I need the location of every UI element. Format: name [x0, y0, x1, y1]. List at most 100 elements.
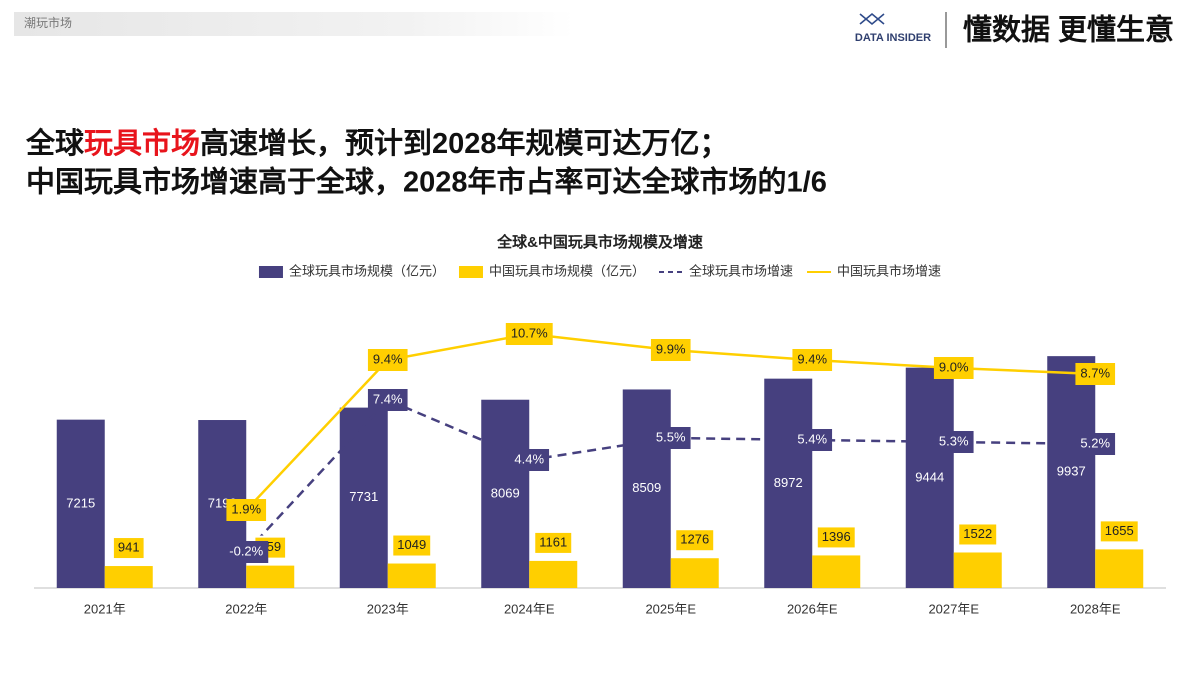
- line-value-badge: 5.4%: [792, 429, 833, 451]
- bar: [1047, 356, 1096, 588]
- section-label: 潮玩市场: [24, 15, 72, 30]
- bar-value-label: 8972: [774, 475, 803, 490]
- line-value-badge: 10.7%: [505, 323, 553, 345]
- line-value-badge: 4.4%: [509, 449, 550, 471]
- line-value-badge: 7.4%: [367, 389, 408, 411]
- line-value-badge: 5.3%: [933, 431, 974, 453]
- label-box: [650, 339, 691, 361]
- bar-value-label: 9444: [915, 469, 944, 484]
- legend-label: 中国玩具市场增速: [837, 263, 941, 278]
- legend-label: 全球玩具市场规模（亿元）: [289, 263, 445, 278]
- legend-label: 中国玩具市场规模（亿元）: [489, 263, 645, 278]
- x-tick-label: 2027年E: [928, 601, 979, 616]
- bar: [246, 565, 295, 588]
- bar: [622, 389, 671, 588]
- line-value-label: -0.2%: [229, 543, 263, 558]
- legend: 全球玩具市场规模（亿元） 中国玩具市场规模（亿元） 全球玩具市场增速 中国玩具市场增速: [258, 263, 941, 278]
- headline-line2: 中国玩具市场增速高于全球，2028年市占率可达全球市场的1/6: [26, 165, 827, 199]
- bar: [905, 367, 954, 588]
- line-value-badge: 9.9%: [650, 339, 691, 361]
- bar-value-badge: 1049: [391, 533, 433, 558]
- x-tick-label: 2025年E: [645, 601, 696, 616]
- line-value-label: 8.7%: [1080, 365, 1110, 380]
- bar-value-label: 9937: [1057, 464, 1086, 479]
- bar: [481, 399, 530, 588]
- line-value-label: 9.4%: [373, 351, 403, 366]
- label-box: [815, 525, 857, 550]
- bar: [529, 560, 578, 588]
- bar: [812, 555, 861, 588]
- bar-value-label: 8069: [491, 485, 520, 500]
- bar-value-label: 1276: [680, 532, 709, 547]
- bar-value-label: 8509: [632, 480, 661, 495]
- line-value-label: 5.3%: [939, 433, 969, 448]
- label-box: [933, 357, 974, 379]
- line-value-badge: -0.2%: [224, 541, 269, 563]
- slogan: 懂数据 更懂生意: [963, 13, 1174, 47]
- line-value-badge: 9.4%: [792, 349, 833, 371]
- label-box: [792, 429, 833, 451]
- headline-highlight: 玩具市场: [84, 126, 200, 160]
- label-box: [509, 449, 550, 471]
- label-box: [391, 533, 433, 558]
- line-value-badge: 9.0%: [933, 357, 974, 379]
- bar-value-badge: 1655: [1098, 519, 1140, 544]
- brand-name: DATA INSIDER: [855, 32, 931, 44]
- label-box: [1075, 363, 1116, 385]
- bar-value-label: 1396: [822, 529, 851, 544]
- label-box: [224, 541, 269, 563]
- bar-value-label: 1522: [963, 526, 992, 541]
- bar: [104, 566, 153, 588]
- label-box: [367, 389, 408, 411]
- x-tick-label: 2028年E: [1070, 601, 1121, 616]
- label-box: [933, 431, 974, 453]
- bar-value-label: 1655: [1105, 523, 1134, 538]
- bar-value-badge: 1396: [815, 525, 857, 550]
- line-value-label: 5.4%: [797, 431, 827, 446]
- label-box: [505, 323, 553, 345]
- bar: [764, 378, 813, 588]
- bar-value-label: 941: [118, 539, 140, 554]
- line-value-label: 5.2%: [1080, 435, 1110, 450]
- label-box: [650, 427, 691, 449]
- label-box: [367, 349, 408, 371]
- label-box: [674, 528, 716, 553]
- line-value-label: 4.4%: [514, 451, 544, 466]
- bar-value-badge: 941: [111, 536, 146, 561]
- headline-line1: 全球玩具市场高速增长，预计到2028年规模可达万亿；: [25, 126, 729, 160]
- bar: [387, 563, 436, 588]
- label-box: [533, 530, 574, 555]
- label-box: [957, 522, 999, 547]
- bar: [670, 558, 719, 588]
- legend-label: 全球玩具市场增速: [689, 263, 793, 278]
- bar: [56, 419, 105, 588]
- line-value-badge: 5.2%: [1075, 433, 1116, 455]
- x-tick-label: 2021年: [84, 601, 126, 616]
- headline-part: 高速增长，预计到2028年规模可达万亿；: [200, 126, 729, 160]
- line-value-badge: 1.9%: [226, 499, 267, 521]
- line-value-badge: 9.4%: [367, 349, 408, 371]
- label-box: [1075, 433, 1116, 455]
- bar-value-badge: 1522: [957, 522, 999, 547]
- label-box: [111, 536, 146, 561]
- brand-logo: [859, 12, 885, 26]
- bar-value-label: 1161: [539, 534, 567, 549]
- legend-swatch: [458, 266, 483, 278]
- headline-part: 全球: [25, 126, 85, 160]
- line-value-label: 7.4%: [373, 391, 403, 406]
- chart-title: 全球&中国玩具市场规模及增速: [496, 233, 703, 251]
- line-value-label: 9.0%: [939, 359, 969, 374]
- line-value-badge: 5.5%: [650, 427, 691, 449]
- bar-value-label: 1049: [397, 537, 426, 552]
- label-box: [1098, 519, 1140, 544]
- bar: [339, 407, 388, 588]
- bar-value-label: 7215: [66, 495, 95, 510]
- legend-swatch: [258, 266, 283, 278]
- x-tick-label: 2023年: [367, 601, 409, 616]
- line-value-label: 5.5%: [656, 429, 686, 444]
- label-box: [792, 349, 833, 371]
- label-box: [226, 499, 267, 521]
- line-value-badge: 8.7%: [1075, 363, 1116, 385]
